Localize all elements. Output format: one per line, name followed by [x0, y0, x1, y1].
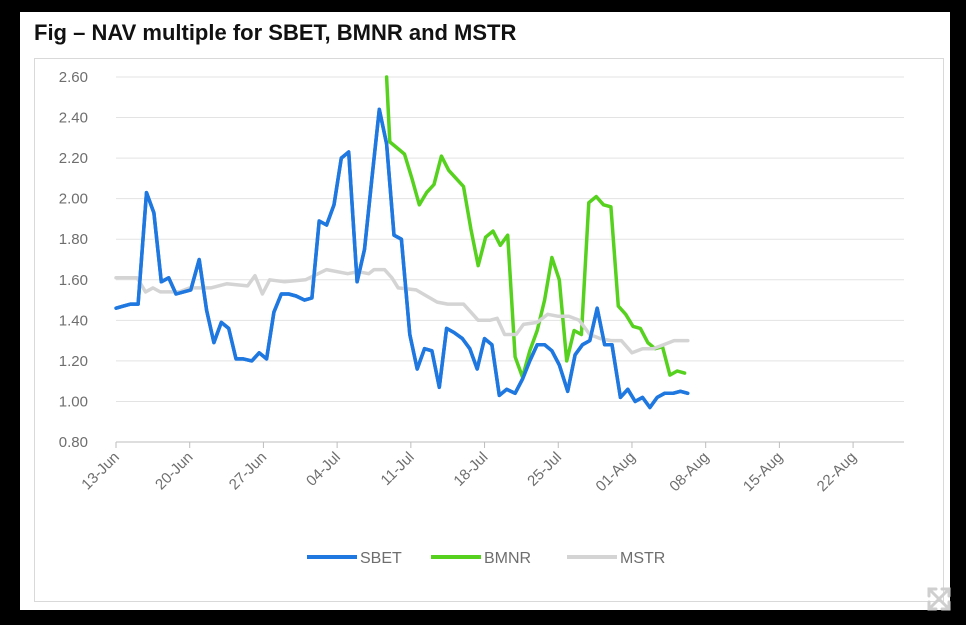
y-tick-label: 1.40	[59, 312, 88, 329]
legend-label-sbet: SBET	[360, 550, 402, 567]
y-tick-label: 2.40	[59, 110, 88, 127]
chart-frame: Fig – NAV multiple for SBET, BMNR and MS…	[20, 12, 950, 610]
series-line-sbet-top	[115, 107, 689, 410]
legend-label-mstr: MSTR	[620, 550, 665, 567]
x-tick-label: 22-Aug	[814, 449, 860, 495]
x-tick-label: 11-Jul	[378, 449, 418, 489]
chart-title: Fig – NAV multiple for SBET, BMNR and MS…	[34, 20, 517, 45]
y-tick-label: 2.60	[59, 69, 88, 86]
series-line-bmnr	[384, 75, 687, 379]
chart-svg: 2.60 2.40 2.20 2.00 1.80 1.60 1.40 1.20 1.00 0.80…	[59, 69, 904, 567]
y-tick-label: 2.20	[59, 150, 88, 167]
series-line-mstr	[114, 267, 690, 355]
y-tick-label: 1.00	[59, 393, 88, 410]
y-tick-label: 1.20	[59, 353, 88, 370]
x-tick-label: 08-Aug	[666, 449, 712, 495]
expand-arrows-icon[interactable]	[922, 582, 956, 616]
x-tick-label: 27-Jun	[226, 449, 270, 493]
y-tick-label: 1.80	[59, 231, 88, 248]
x-tick-label: 13-Jun	[78, 449, 122, 493]
x-tick-label: 04-Jul	[303, 449, 344, 490]
x-tick-label: 20-Jun	[152, 449, 196, 493]
y-tick-label: 0.80	[59, 434, 88, 451]
legend-label-bmnr: BMNR	[484, 550, 531, 567]
x-tick-label: 01-Aug	[593, 449, 639, 495]
x-tick-label: 15-Aug	[740, 449, 786, 495]
y-tick-label: 2.00	[59, 191, 88, 208]
x-tick-label: 25-Jul	[524, 449, 565, 490]
plot-area-border	[34, 58, 944, 602]
y-tick-label: 1.60	[59, 272, 88, 289]
x-tick-label: 18-Jul	[450, 449, 491, 490]
